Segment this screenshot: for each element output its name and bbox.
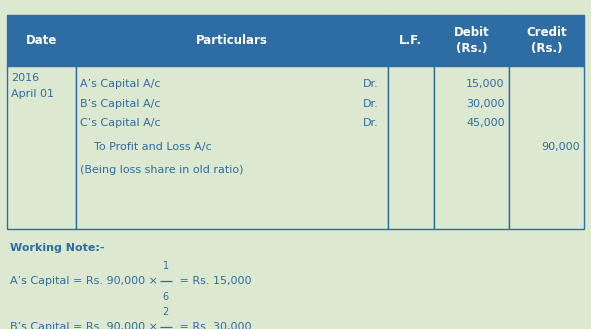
Text: Credit
(Rs.): Credit (Rs.) bbox=[526, 26, 567, 55]
Text: (Being loss share in old ratio): (Being loss share in old ratio) bbox=[80, 164, 244, 174]
Text: 15,000: 15,000 bbox=[466, 79, 505, 89]
FancyBboxPatch shape bbox=[76, 66, 388, 229]
Text: 1: 1 bbox=[163, 261, 169, 271]
Text: B’s Capital A/c: B’s Capital A/c bbox=[80, 99, 161, 109]
Text: C’s Capital A/c: C’s Capital A/c bbox=[80, 118, 161, 128]
Text: B’s Capital = Rs. 90,000 ×: B’s Capital = Rs. 90,000 × bbox=[10, 322, 158, 329]
Text: Date: Date bbox=[26, 34, 57, 47]
FancyBboxPatch shape bbox=[388, 66, 434, 229]
Text: L.F.: L.F. bbox=[400, 34, 423, 47]
FancyBboxPatch shape bbox=[7, 15, 76, 66]
Text: 30,000: 30,000 bbox=[466, 99, 505, 109]
Text: 6: 6 bbox=[163, 292, 169, 302]
FancyBboxPatch shape bbox=[76, 15, 388, 66]
Text: A’s Capital = Rs. 90,000 ×: A’s Capital = Rs. 90,000 × bbox=[10, 276, 158, 286]
Text: = Rs. 15,000: = Rs. 15,000 bbox=[176, 276, 252, 286]
Text: 45,000: 45,000 bbox=[466, 118, 505, 128]
FancyBboxPatch shape bbox=[434, 15, 509, 66]
FancyBboxPatch shape bbox=[434, 66, 509, 229]
Text: = Rs. 30,000: = Rs. 30,000 bbox=[176, 322, 252, 329]
FancyBboxPatch shape bbox=[509, 15, 584, 66]
Text: Debit
(Rs.): Debit (Rs.) bbox=[453, 26, 489, 55]
Text: 2: 2 bbox=[163, 307, 169, 317]
Text: 2016
April 01: 2016 April 01 bbox=[11, 73, 54, 99]
Text: Particulars: Particulars bbox=[196, 34, 268, 47]
FancyBboxPatch shape bbox=[7, 66, 76, 229]
Text: 90,000: 90,000 bbox=[541, 142, 580, 152]
Text: Working Note:-: Working Note:- bbox=[10, 243, 105, 253]
Text: Dr.: Dr. bbox=[363, 79, 379, 89]
Text: To Profit and Loss A/c: To Profit and Loss A/c bbox=[80, 142, 212, 152]
FancyBboxPatch shape bbox=[509, 66, 584, 229]
FancyBboxPatch shape bbox=[388, 15, 434, 66]
Text: Dr.: Dr. bbox=[363, 99, 379, 109]
Text: Dr.: Dr. bbox=[363, 118, 379, 128]
Text: A’s Capital A/c: A’s Capital A/c bbox=[80, 79, 161, 89]
